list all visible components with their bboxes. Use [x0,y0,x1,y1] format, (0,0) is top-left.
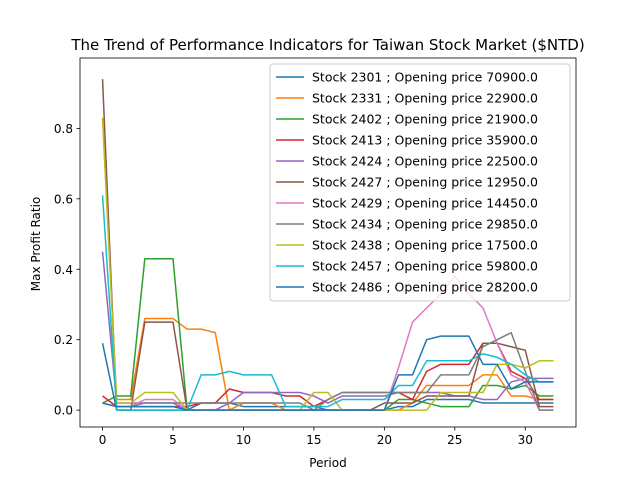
y-tick-label: 0.0 [54,404,73,418]
y-tick-label: 0.2 [54,333,73,347]
y-axis-label: Max Profit Ratio [29,197,43,292]
legend-label: Stock 2413 ; Opening price 35900.0 [312,133,538,148]
legend-label: Stock 2402 ; Opening price 21900.0 [312,112,538,127]
x-tick-label: 10 [236,433,251,447]
legend-box [269,63,571,302]
axes-frame [79,57,577,428]
legend-label: Stock 2424 ; Opening price 22500.0 [312,154,538,169]
y-tick-label: 0.4 [54,263,73,277]
x-tick-label: 25 [447,433,462,447]
x-axis-label: Period [309,456,346,470]
x-tick-label: 15 [306,433,321,447]
legend-label: Stock 2434 ; Opening price 29850.0 [312,217,538,232]
x-tick-label: 5 [169,433,177,447]
series-line-9 [101,117,554,411]
legend-label: Stock 2429 ; Opening price 14450.0 [312,196,538,211]
legend-label: Stock 2427 ; Opening price 12950.0 [312,175,538,190]
series-line-11 [102,335,554,411]
y-tick-label: 0.6 [54,192,73,206]
series-line-8 [102,331,554,411]
legend-label: Stock 2301 ; Opening price 70900.0 [312,70,538,85]
x-tick-label: 0 [99,433,107,447]
legend-label: Stock 2457 ; Opening price 59800.0 [312,259,538,274]
legend: Stock 2301 ; Opening price 70900.0 Stock … [269,63,571,302]
y-tick-label: 0.8 [54,122,73,136]
plot-area: 0 5 10 15 20 25 30 0.0 0.2 0.4 0.6 0.8 [54,57,577,447]
legend-label: Stock 2438 ; Opening price 17500.0 [312,238,538,253]
legend-label: Stock 2486 ; Opening price 28200.0 [312,280,538,295]
x-tick-label: 20 [377,433,392,447]
chart-title: The Trend of Performance Indicators for … [70,36,584,54]
series-line-5 [101,251,554,411]
x-tick-label: 30 [518,433,533,447]
legend-label: Stock 2331 ; Opening price 22900.0 [312,91,538,106]
